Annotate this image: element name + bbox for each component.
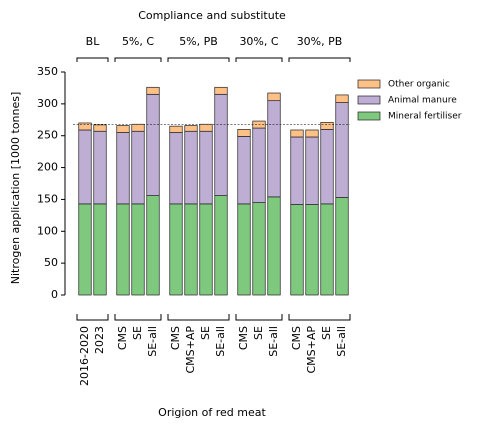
bar-segment xyxy=(146,93,160,196)
x-tick-label: CMS xyxy=(116,326,129,350)
y-axis-label: Nitrogen application [1000 tonnes] xyxy=(9,92,22,285)
y-tick-label: 250 xyxy=(37,129,58,142)
x-tick-label: SE-all xyxy=(214,326,227,357)
bar-segment xyxy=(199,203,213,296)
bar-segment xyxy=(214,195,228,296)
bar-segment xyxy=(78,129,92,205)
y-tick-label: 50 xyxy=(44,256,58,269)
bar-segment xyxy=(237,128,251,137)
group-label: 30%, C xyxy=(239,35,278,48)
group-label: 5%, C xyxy=(122,35,154,48)
bar-segment xyxy=(267,92,281,102)
bar-segment xyxy=(305,204,319,296)
x-tick-label: SE-all xyxy=(146,326,159,357)
bar-segment xyxy=(305,129,319,138)
x-tick-label: CMS xyxy=(290,326,303,350)
x-tick-label: CMS xyxy=(169,326,182,350)
bar-segment xyxy=(93,130,107,205)
bar-segment xyxy=(169,203,183,296)
group-bracket-bottom xyxy=(76,314,109,321)
bar-segment xyxy=(93,203,107,296)
chart-title: Compliance and substitute xyxy=(138,9,286,22)
bar-segment xyxy=(320,121,334,130)
bar-segment xyxy=(252,120,266,129)
bar-segment xyxy=(320,203,334,296)
x-tick-label: 2016-2020 xyxy=(78,326,91,386)
bar-segment xyxy=(78,122,92,131)
bar-segment xyxy=(169,125,183,133)
group-bracket xyxy=(167,57,230,62)
bar-segment xyxy=(335,197,349,296)
group-bracket xyxy=(76,57,109,62)
bar-segment xyxy=(184,130,198,205)
bar-segment xyxy=(131,130,145,205)
legend-label: Other organic xyxy=(388,80,450,90)
group-bracket-bottom xyxy=(167,314,230,321)
group-bracket-bottom xyxy=(114,314,162,321)
x-tick-label: CMS+AP xyxy=(184,326,197,374)
group-label: 30%, PB xyxy=(297,35,343,48)
group-label: BL xyxy=(86,35,101,48)
group-bracket-bottom xyxy=(288,314,351,321)
x-tick-label: 2023 xyxy=(93,326,106,354)
y-tick-label: 300 xyxy=(37,97,58,110)
bar-segment xyxy=(214,93,228,196)
bar-segment xyxy=(335,102,349,198)
bar-segment xyxy=(335,94,349,103)
group-bracket-bottom xyxy=(235,314,283,321)
bar-segment xyxy=(290,204,304,296)
bar-segment xyxy=(199,130,213,205)
group-bracket xyxy=(114,57,162,62)
bar-segment xyxy=(146,195,160,296)
bar-segment xyxy=(252,127,266,203)
bar-segment xyxy=(184,125,198,132)
legend-label: Animal manure xyxy=(388,96,457,106)
x-tick-label: CMS+AP xyxy=(305,326,318,374)
bar-segment xyxy=(267,100,281,198)
x-tick-label: SE xyxy=(131,326,144,340)
bar-segment xyxy=(184,203,198,296)
bar-segment xyxy=(78,203,92,296)
bar-segment xyxy=(290,129,304,138)
bar-segment xyxy=(305,136,319,205)
bar-segment xyxy=(116,125,130,133)
bar-segment xyxy=(237,203,251,296)
bar-segment xyxy=(267,196,281,296)
bar-segment xyxy=(146,86,160,95)
x-tick-label: SE-all xyxy=(267,326,280,357)
group-label: 5%, PB xyxy=(179,35,218,48)
bar-segment xyxy=(116,132,130,205)
bar-segment xyxy=(214,86,228,95)
y-tick-label: 100 xyxy=(37,224,58,237)
y-tick-label: 0 xyxy=(51,288,58,301)
x-axis-label: Origion of red meat xyxy=(158,406,266,419)
bar-segment xyxy=(169,132,183,205)
x-tick-label: SE-all xyxy=(335,326,348,357)
group-bracket xyxy=(288,57,351,62)
bar-segment xyxy=(199,123,213,132)
x-tick-label: SE xyxy=(199,326,212,340)
bar-segment xyxy=(237,136,251,205)
x-tick-label: CMS xyxy=(237,326,250,350)
bar-segment xyxy=(290,136,304,205)
y-tick-label: 350 xyxy=(37,65,58,78)
x-tick-label: SE xyxy=(252,326,265,340)
bar-segment xyxy=(131,203,145,296)
legend-swatch xyxy=(357,79,381,89)
group-bracket xyxy=(235,57,283,62)
y-tick-label: 150 xyxy=(37,192,58,205)
legend-label: Mineral fertiliser xyxy=(388,112,462,122)
bar-segment xyxy=(320,128,334,205)
y-tick-label: 200 xyxy=(37,161,58,174)
legend-swatch xyxy=(357,111,381,121)
bar-segment xyxy=(116,203,130,296)
bar-segment xyxy=(131,123,145,132)
bar-segment xyxy=(252,202,266,296)
x-tick-label: SE xyxy=(320,326,333,340)
bar-segment xyxy=(93,124,107,132)
legend-swatch xyxy=(357,95,381,105)
